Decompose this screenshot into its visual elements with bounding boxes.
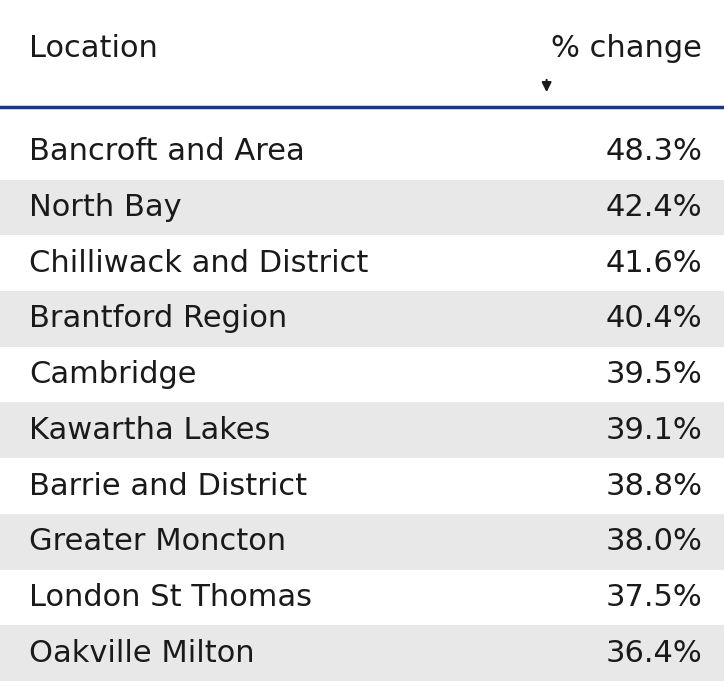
Text: 48.3%: 48.3% bbox=[605, 137, 702, 166]
Text: 38.0%: 38.0% bbox=[605, 527, 702, 557]
Text: 36.4%: 36.4% bbox=[605, 638, 702, 668]
Text: 38.8%: 38.8% bbox=[605, 471, 702, 501]
Text: Barrie and District: Barrie and District bbox=[29, 471, 307, 501]
Text: Greater Moncton: Greater Moncton bbox=[29, 527, 286, 557]
FancyBboxPatch shape bbox=[0, 291, 724, 347]
Text: Bancroft and Area: Bancroft and Area bbox=[29, 137, 305, 166]
Text: Location: Location bbox=[29, 34, 158, 63]
Text: 39.5%: 39.5% bbox=[605, 360, 702, 389]
Text: 40.4%: 40.4% bbox=[606, 304, 702, 334]
Text: Cambridge: Cambridge bbox=[29, 360, 196, 389]
FancyBboxPatch shape bbox=[0, 570, 724, 625]
FancyBboxPatch shape bbox=[0, 347, 724, 402]
FancyBboxPatch shape bbox=[0, 235, 724, 291]
Text: Chilliwack and District: Chilliwack and District bbox=[29, 248, 369, 278]
Text: 41.6%: 41.6% bbox=[606, 248, 702, 278]
Text: 42.4%: 42.4% bbox=[606, 193, 702, 222]
FancyBboxPatch shape bbox=[0, 458, 724, 514]
FancyBboxPatch shape bbox=[0, 402, 724, 458]
Text: London St Thomas: London St Thomas bbox=[29, 583, 312, 612]
Text: Kawartha Lakes: Kawartha Lakes bbox=[29, 416, 270, 445]
Text: 37.5%: 37.5% bbox=[605, 583, 702, 612]
Text: % change: % change bbox=[552, 34, 702, 63]
FancyBboxPatch shape bbox=[0, 180, 724, 235]
FancyBboxPatch shape bbox=[0, 124, 724, 180]
Text: Brantford Region: Brantford Region bbox=[29, 304, 287, 334]
Text: North Bay: North Bay bbox=[29, 193, 182, 222]
FancyBboxPatch shape bbox=[0, 625, 724, 681]
Text: 39.1%: 39.1% bbox=[605, 416, 702, 445]
Text: Oakville Milton: Oakville Milton bbox=[29, 638, 255, 668]
FancyBboxPatch shape bbox=[0, 514, 724, 570]
